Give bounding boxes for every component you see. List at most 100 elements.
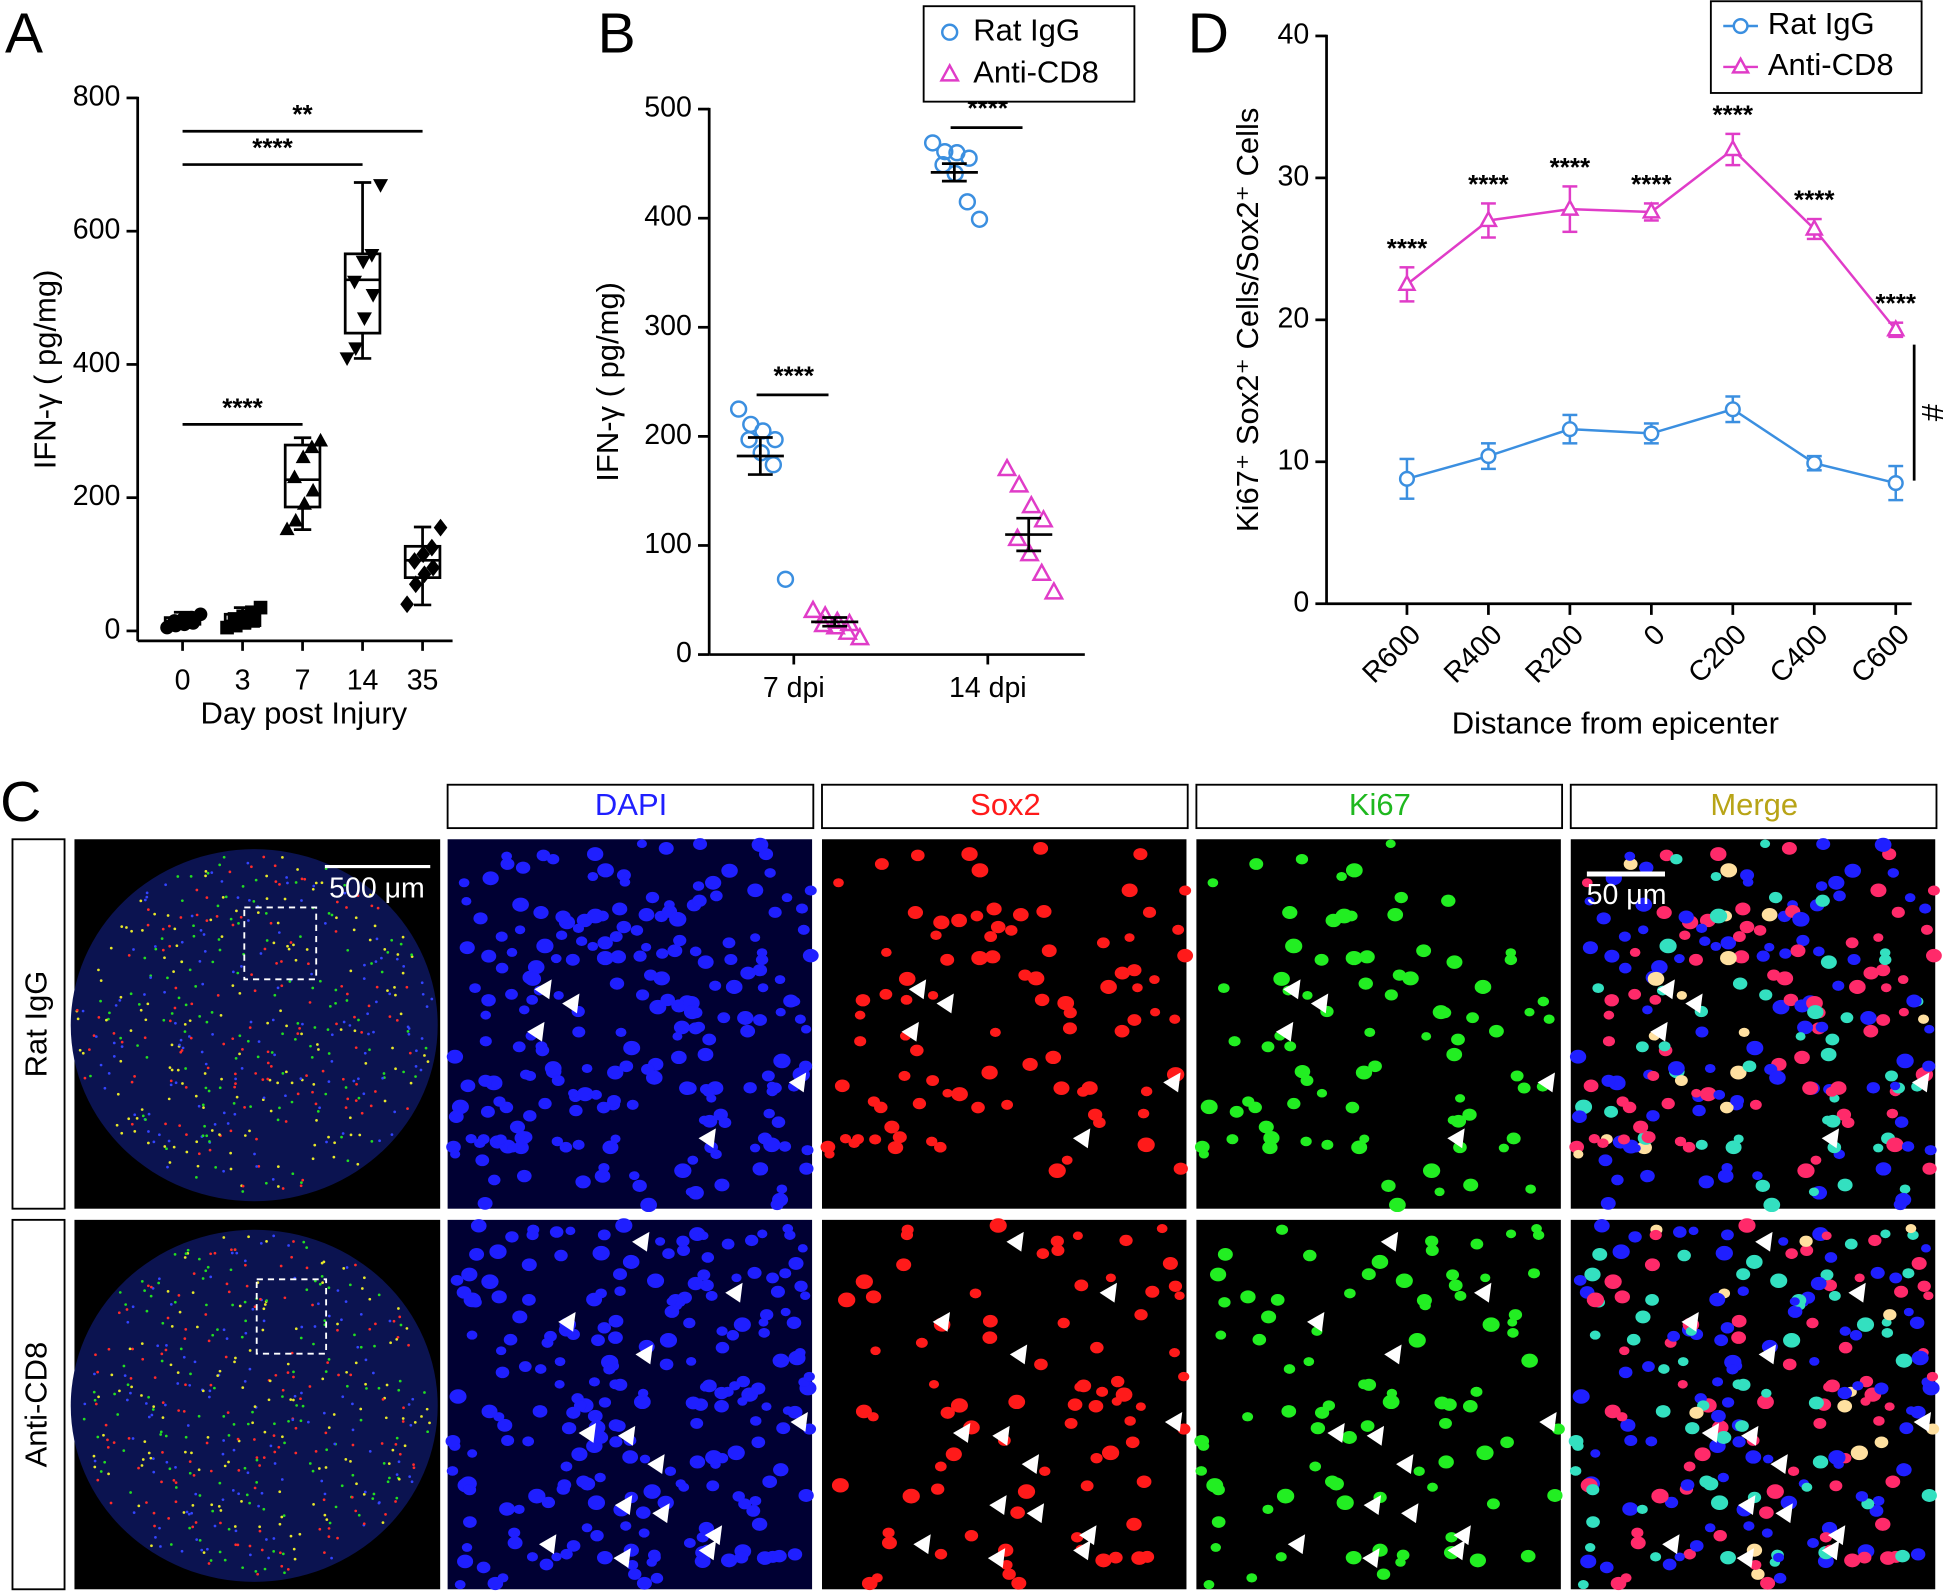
channel-header: Merge	[1710, 787, 1798, 822]
cell	[461, 897, 472, 906]
cell	[1880, 1551, 1897, 1565]
cell	[1677, 1249, 1691, 1262]
arrowhead	[1770, 1454, 1788, 1475]
scale-bar-label: 50 μm	[1587, 879, 1667, 911]
arrowhead	[1537, 1072, 1555, 1093]
cell	[265, 1538, 268, 1541]
cell	[1142, 906, 1157, 918]
cell	[1611, 1174, 1624, 1186]
cell	[234, 1072, 237, 1076]
cell	[697, 1269, 711, 1281]
cell	[353, 1029, 357, 1033]
cell	[333, 1141, 336, 1145]
cell	[284, 1120, 288, 1123]
cell	[1285, 938, 1303, 954]
cell	[1210, 1543, 1221, 1552]
cell	[183, 1337, 187, 1340]
cell	[327, 1052, 331, 1055]
cell	[1583, 1079, 1599, 1093]
cell	[609, 977, 625, 990]
cell	[281, 1032, 284, 1036]
cell	[934, 1548, 948, 1560]
cell	[572, 1139, 585, 1150]
cell	[1531, 1224, 1542, 1234]
cell	[1573, 1149, 1584, 1159]
cell	[561, 1422, 577, 1435]
cell	[161, 1321, 165, 1325]
cell	[1926, 1423, 1940, 1435]
cell	[1413, 1466, 1425, 1477]
cell	[360, 1031, 364, 1034]
point	[837, 621, 858, 640]
cell	[1162, 1257, 1178, 1270]
cell	[459, 941, 475, 955]
x-tick-label: 14	[347, 664, 379, 696]
cell	[927, 990, 939, 1000]
cell	[75, 1008, 79, 1012]
cell	[246, 1471, 250, 1475]
cell	[193, 1360, 197, 1364]
cell	[1636, 1504, 1648, 1514]
cell	[301, 1022, 304, 1026]
cell	[756, 948, 768, 958]
legend-label: Rat IgG	[973, 12, 1080, 47]
cell	[169, 1079, 173, 1083]
cell	[773, 1053, 791, 1069]
cell	[686, 1357, 697, 1366]
cell	[566, 1406, 581, 1419]
cell	[1179, 885, 1192, 896]
cell	[571, 1447, 588, 1462]
cell	[706, 1480, 720, 1492]
cell	[1470, 1386, 1483, 1397]
cell	[346, 992, 349, 996]
cell	[1630, 1536, 1646, 1550]
cell	[598, 1397, 612, 1408]
cell	[83, 1076, 87, 1080]
cell	[272, 1537, 276, 1540]
arrowhead	[704, 1525, 723, 1546]
cell	[855, 1274, 873, 1290]
cell	[1454, 1290, 1467, 1301]
cell	[1524, 1007, 1535, 1017]
cell	[261, 1328, 265, 1332]
cell	[1156, 1224, 1168, 1234]
cell	[218, 1369, 222, 1373]
cell	[218, 948, 222, 952]
arrowhead	[1026, 1503, 1045, 1524]
cell	[1425, 1244, 1439, 1256]
arrowhead	[1848, 1282, 1866, 1303]
cell	[362, 1492, 366, 1496]
cell	[1628, 1231, 1642, 1243]
cell	[766, 1272, 779, 1284]
cell	[1395, 1273, 1413, 1288]
cell	[982, 1331, 998, 1344]
cell	[597, 863, 614, 878]
cell	[336, 1322, 339, 1326]
cell	[898, 971, 916, 986]
cell	[381, 1076, 384, 1080]
cell	[232, 1423, 236, 1426]
cell	[286, 1362, 290, 1366]
cell	[395, 1337, 399, 1341]
cell	[270, 1051, 274, 1054]
cell	[1704, 1063, 1716, 1074]
cell	[1887, 868, 1899, 878]
cell	[1263, 1131, 1280, 1145]
cell	[323, 1319, 327, 1322]
cell	[389, 1341, 392, 1345]
arrowhead	[613, 1548, 631, 1568]
cell	[622, 1450, 639, 1464]
cell	[294, 881, 298, 884]
cell	[377, 1293, 381, 1297]
arrowhead	[1163, 1072, 1181, 1093]
y-tick-label: 500	[644, 92, 692, 124]
arrowhead	[1021, 1454, 1040, 1475]
cell	[758, 1327, 770, 1338]
cell	[1173, 1162, 1188, 1175]
cell	[299, 1077, 303, 1080]
cell	[426, 1430, 429, 1434]
cell	[206, 1547, 209, 1551]
point	[313, 432, 329, 447]
cell	[933, 915, 950, 930]
